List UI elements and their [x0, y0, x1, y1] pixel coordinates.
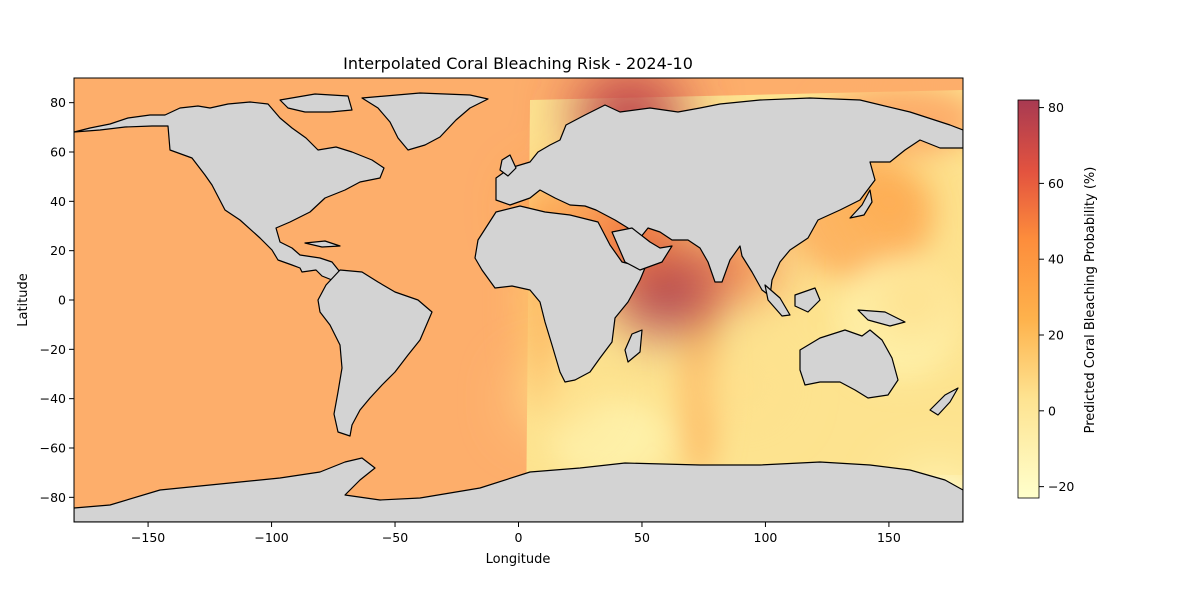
- x-tick-label: −100: [254, 530, 288, 545]
- chart-title: Interpolated Coral Bleaching Risk - 2024…: [343, 54, 693, 73]
- x-axis-label: Longitude: [486, 552, 551, 567]
- colorbar-tick-label: 80: [1048, 100, 1064, 115]
- colorbar-tick-label: −20: [1048, 479, 1074, 494]
- new-zealand-land: [929, 387, 959, 416]
- heat-hotspot: [517, 370, 594, 427]
- y-tick-label: 0: [58, 293, 66, 308]
- canadian-archipelago-land: [279, 93, 353, 113]
- colorbar-axis: −20 0 20 40 60 80: [1039, 100, 1074, 494]
- x-axis: −150 −100 −50 0 50 100 150: [131, 522, 901, 545]
- heat-hotspot: [702, 358, 779, 415]
- uk-land: [499, 154, 517, 177]
- x-tick-label: 0: [515, 530, 523, 545]
- colorbar-tick-label: 0: [1048, 403, 1056, 418]
- y-tick-label: −80: [40, 490, 66, 505]
- africa-land: [474, 205, 646, 383]
- heat-hotspot: [875, 272, 952, 328]
- y-tick-label: 60: [50, 145, 66, 160]
- x-tick-label: 100: [754, 530, 778, 545]
- x-tick-label: 150: [877, 530, 901, 545]
- new-guinea-land: [857, 309, 906, 327]
- colorbar-tick-label: 40: [1048, 252, 1064, 267]
- y-tick-label: −20: [40, 342, 66, 357]
- north-america-land: [74, 101, 385, 281]
- japan-land: [849, 189, 873, 219]
- y-tick-label: −60: [40, 441, 66, 456]
- land-layer: [74, 92, 963, 522]
- sumatra-land: [764, 284, 791, 317]
- x-tick-label: −150: [131, 530, 165, 545]
- y-tick-label: 80: [50, 95, 66, 110]
- cuba-land: [304, 240, 341, 248]
- y-tick-label: −40: [40, 391, 66, 406]
- eurasia-land: [495, 97, 963, 297]
- colorbar-tick-label: 20: [1048, 328, 1064, 343]
- colorbar-label: Predicted Coral Bleaching Probability (%…: [1083, 167, 1098, 434]
- colorbar: [1017, 99, 1040, 499]
- y-tick-label: 40: [50, 194, 66, 209]
- greenland-land: [361, 92, 489, 151]
- x-tick-label: −50: [382, 530, 408, 545]
- y-axis: −80 −60 −40 −20 0 20 40 60 80: [40, 95, 74, 505]
- y-axis-label: Latitude: [16, 273, 31, 327]
- y-tick-label: 20: [50, 243, 66, 258]
- madagascar-land: [624, 329, 643, 363]
- borneo-land: [794, 287, 821, 313]
- australia-land: [799, 329, 899, 399]
- south-america-land: [317, 269, 433, 437]
- colorbar-tick-label: 60: [1048, 176, 1064, 191]
- x-tick-label: 50: [634, 530, 650, 545]
- arabia-land: [611, 227, 673, 271]
- antarctica-land: [74, 457, 963, 522]
